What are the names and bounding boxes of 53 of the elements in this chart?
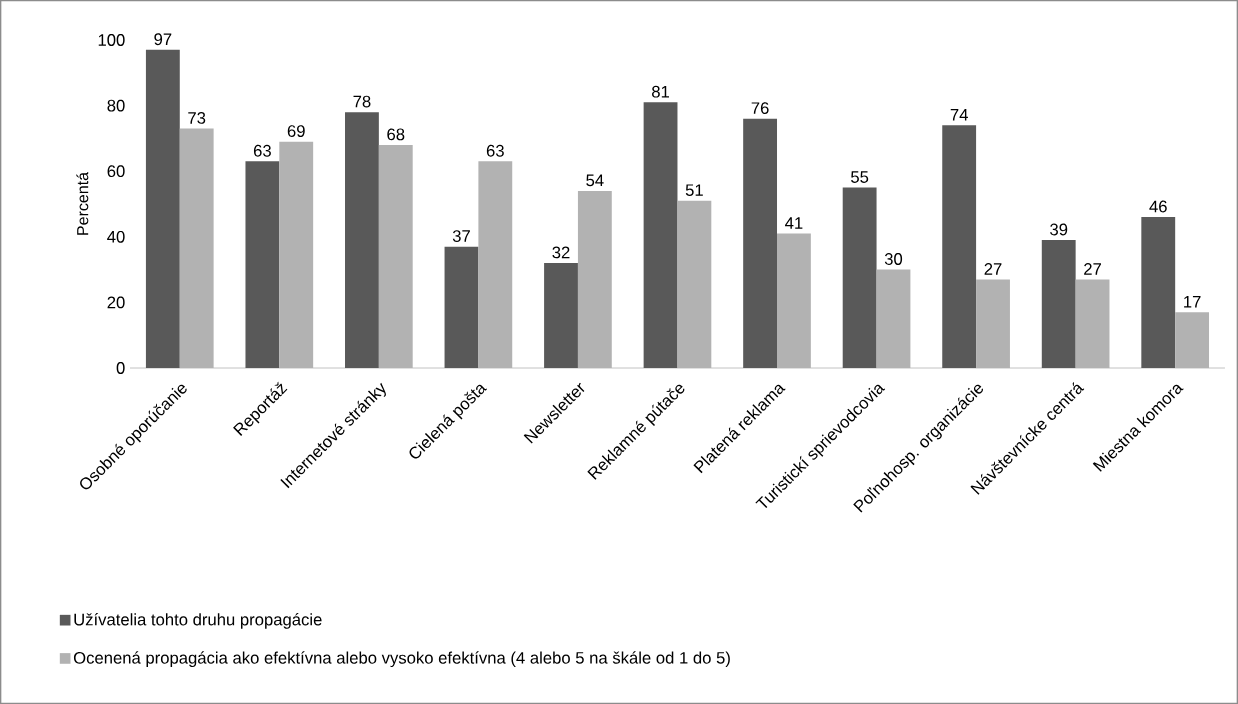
data-label: 39 — [1050, 223, 1068, 236]
data-label: 37 — [452, 230, 470, 242]
data-label: 30 — [884, 253, 903, 265]
y-tick-label: 20 — [107, 296, 125, 309]
data-label: 69 — [287, 125, 305, 137]
bar — [544, 263, 578, 368]
bar — [842, 187, 877, 368]
bar — [179, 128, 214, 368]
legend-label: Ocenená propagácia ako efektívna alebo vysoko efektívna (4 alebo 5 na škále od 1 do 5) — [73, 651, 730, 668]
bar — [743, 118, 778, 368]
bar — [279, 141, 314, 368]
bar — [577, 190, 612, 368]
data-label: 27 — [1084, 263, 1101, 275]
y-tick-label: 60 — [107, 165, 125, 178]
bar — [777, 233, 811, 368]
bar — [677, 200, 712, 368]
y-tick-label: 40 — [107, 230, 125, 243]
legend-label: Užívatelia tohto druhu propagácie — [74, 613, 322, 629]
data-label: 78 — [353, 95, 371, 108]
data-label: 68 — [387, 128, 405, 141]
bar — [1175, 312, 1210, 368]
bar — [478, 161, 513, 368]
data-label: 46 — [1149, 200, 1167, 213]
bar — [942, 125, 977, 368]
bar — [1041, 240, 1076, 368]
data-label: 27 — [984, 263, 1002, 275]
data-label: 73 — [188, 112, 206, 124]
bar — [378, 144, 413, 368]
data-label: 41 — [785, 217, 803, 229]
bar — [876, 269, 911, 368]
bar — [145, 49, 180, 368]
data-label: 63 — [253, 144, 271, 157]
y-tick-label: 80 — [107, 99, 125, 112]
y-tick-label: 0 — [116, 362, 125, 374]
bar — [1141, 217, 1176, 368]
data-label: 32 — [552, 246, 570, 259]
y-axis-title: Percentá — [76, 172, 89, 235]
data-label: 63 — [486, 144, 504, 157]
bar — [976, 279, 1010, 368]
bar — [345, 112, 379, 368]
bar — [245, 161, 280, 368]
bar — [444, 246, 479, 368]
bar — [643, 102, 678, 368]
data-label: 74 — [950, 109, 968, 121]
y-tick-label: 100 — [98, 34, 125, 46]
data-label: 55 — [851, 171, 869, 183]
data-label: 51 — [685, 184, 703, 197]
data-label: 76 — [751, 102, 769, 115]
data-label: 97 — [154, 33, 172, 46]
data-label: 17 — [1184, 296, 1201, 308]
bar — [1075, 279, 1110, 368]
data-label: 54 — [586, 174, 604, 187]
data-label: 81 — [652, 85, 669, 98]
